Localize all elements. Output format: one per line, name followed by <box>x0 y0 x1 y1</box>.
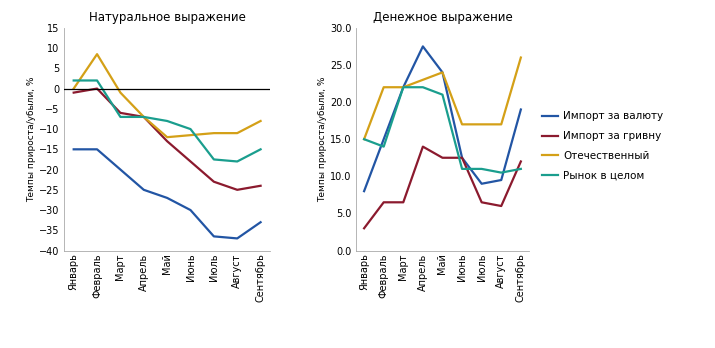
Импорт за валюту <box>186 208 194 212</box>
Импорт за гривну <box>163 139 172 143</box>
Импорт за гривну <box>399 200 408 204</box>
Рынок в целом <box>399 85 408 89</box>
Импорт за гривну <box>438 156 447 160</box>
Отечественный <box>116 90 124 95</box>
Отечественный <box>163 135 172 139</box>
Отечественный <box>399 85 408 89</box>
Импорт за гривну <box>458 156 466 160</box>
Импорт за валюту <box>399 85 408 89</box>
Рынок в целом <box>497 171 506 175</box>
Импорт за гривну <box>69 90 78 95</box>
Импорт за валюту <box>418 44 427 48</box>
Рынок в целом <box>139 115 148 119</box>
Импорт за валюту <box>256 220 265 224</box>
Title: Натуральное выражение: Натуральное выражение <box>89 11 245 24</box>
Рынок в целом <box>418 85 427 89</box>
Импорт за валюту <box>497 178 506 182</box>
Line: Импорт за валюту: Импорт за валюту <box>364 46 521 191</box>
Импорт за гривну <box>418 144 427 149</box>
Отечественный <box>209 131 218 135</box>
Line: Рынок в целом: Рынок в целом <box>74 80 260 161</box>
Отечественный <box>438 70 447 74</box>
Импорт за гривну <box>209 180 218 184</box>
Импорт за валюту <box>516 108 525 112</box>
Рынок в целом <box>186 127 194 131</box>
Отечественный <box>139 115 148 119</box>
Импорт за валюту <box>163 196 172 200</box>
Рынок в целом <box>69 78 78 82</box>
Отечественный <box>478 122 486 126</box>
Импорт за валюту <box>360 189 368 193</box>
Импорт за валюту <box>478 182 486 186</box>
Рынок в целом <box>116 115 124 119</box>
Line: Импорт за гривну: Импорт за гривну <box>74 89 260 190</box>
Рынок в целом <box>163 119 172 123</box>
Импорт за гривну <box>93 87 102 91</box>
Отечественный <box>380 85 388 89</box>
Рынок в целом <box>233 159 242 164</box>
Рынок в целом <box>516 167 525 171</box>
Отечественный <box>497 122 506 126</box>
Line: Рынок в целом: Рынок в целом <box>364 87 521 173</box>
Импорт за гривну <box>516 159 525 164</box>
Импорт за гривну <box>478 200 486 204</box>
Отечественный <box>516 55 525 60</box>
Title: Денежное выражение: Денежное выражение <box>373 11 513 24</box>
Импорт за валюту <box>209 234 218 238</box>
Импорт за валюту <box>438 70 447 74</box>
Y-axis label: Темпы прироста/убыли, %: Темпы прироста/убыли, % <box>318 77 327 202</box>
Отечественный <box>458 122 466 126</box>
Импорт за гривну <box>256 184 265 188</box>
Импорт за гривну <box>360 226 368 230</box>
Рынок в целом <box>256 147 265 151</box>
Импорт за валюту <box>233 236 242 240</box>
Отечественный <box>418 78 427 82</box>
Line: Отечественный: Отечественный <box>74 54 260 137</box>
Line: Отечественный: Отечественный <box>364 57 521 139</box>
Line: Импорт за гривну: Импорт за гривну <box>364 147 521 228</box>
Импорт за гривну <box>116 111 124 115</box>
Рынок в целом <box>458 167 466 171</box>
Рынок в целом <box>93 78 102 82</box>
Импорт за валюту <box>69 147 78 151</box>
Отечественный <box>69 87 78 91</box>
Импорт за валюту <box>458 156 466 160</box>
Отечественный <box>256 119 265 123</box>
Рынок в целом <box>360 137 368 141</box>
Импорт за гривну <box>233 188 242 192</box>
Импорт за гривну <box>497 204 506 208</box>
Рынок в целом <box>380 144 388 149</box>
Импорт за валюту <box>93 147 102 151</box>
Отечественный <box>93 52 102 56</box>
Line: Импорт за валюту: Импорт за валюту <box>74 149 260 238</box>
Импорт за гривну <box>139 115 148 119</box>
Импорт за валюту <box>116 167 124 172</box>
Рынок в целом <box>209 157 218 161</box>
Отечественный <box>233 131 242 135</box>
Y-axis label: Темпы прироста/убыли, %: Темпы прироста/убыли, % <box>27 77 36 202</box>
Legend: Импорт за валюту, Импорт за гривну, Отечественный, Рынок в целом: Импорт за валюту, Импорт за гривну, Отеч… <box>538 107 667 185</box>
Отечественный <box>360 137 368 141</box>
Отечественный <box>186 133 194 137</box>
Импорт за гривну <box>186 159 194 164</box>
Рынок в целом <box>478 167 486 171</box>
Импорт за гривну <box>380 200 388 204</box>
Импорт за валюту <box>139 188 148 192</box>
Рынок в целом <box>438 93 447 97</box>
